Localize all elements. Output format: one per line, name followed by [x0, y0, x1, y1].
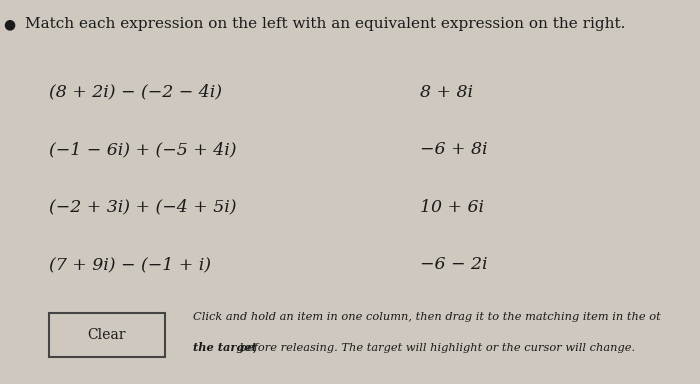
Text: before releasing. The target will highlight or the cursor will change.: before releasing. The target will highli… — [236, 343, 635, 353]
Text: −6 + 8i: −6 + 8i — [420, 141, 487, 158]
Text: (−2 + 3i) + (−4 + 5i): (−2 + 3i) + (−4 + 5i) — [49, 199, 237, 216]
Text: −6 − 2i: −6 − 2i — [420, 257, 487, 273]
Text: ●: ● — [4, 17, 15, 31]
Text: Clear: Clear — [88, 328, 126, 342]
Text: (7 + 9i) − (−1 + i): (7 + 9i) − (−1 + i) — [49, 257, 211, 273]
Text: Match each expression on the left with an equivalent expression on the right.: Match each expression on the left with a… — [25, 17, 625, 31]
Text: 8 + 8i: 8 + 8i — [420, 84, 473, 101]
Text: 10 + 6i: 10 + 6i — [420, 199, 484, 216]
Text: (−1 − 6i) + (−5 + 4i): (−1 − 6i) + (−5 + 4i) — [49, 141, 237, 158]
Text: (8 + 2i) − (−2 − 4i): (8 + 2i) − (−2 − 4i) — [49, 84, 222, 101]
Text: Click and hold an item in one column, then drag it to the matching item in the o: Click and hold an item in one column, th… — [193, 312, 660, 322]
FancyBboxPatch shape — [49, 313, 164, 357]
Text: the target: the target — [193, 342, 256, 353]
